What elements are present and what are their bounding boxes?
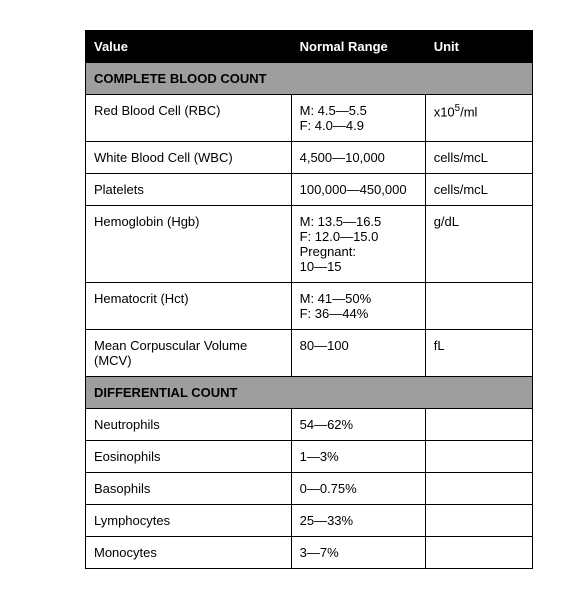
cell-range: 3—7%	[291, 537, 425, 569]
table-row: Neutrophils54—62%	[86, 409, 533, 441]
page: Value Normal Range Unit COMPLETE BLOOD C…	[0, 0, 585, 589]
blood-count-table: Value Normal Range Unit COMPLETE BLOOD C…	[85, 30, 533, 569]
cell-range: 4,500—10,000	[291, 142, 425, 174]
cell-unit	[425, 409, 532, 441]
cell-unit: cells/mcL	[425, 142, 532, 174]
cell-unit	[425, 283, 532, 330]
table-row: Hemoglobin (Hgb)M: 13.5—16.5F: 12.0—15.0…	[86, 206, 533, 283]
cell-unit	[425, 473, 532, 505]
cell-unit	[425, 505, 532, 537]
cell-range: 100,000—450,000	[291, 174, 425, 206]
cell-value: Eosinophils	[86, 441, 292, 473]
cell-value: White Blood Cell (WBC)	[86, 142, 292, 174]
cell-value: Lymphocytes	[86, 505, 292, 537]
cell-value: Mean Corpuscular Volume (MCV)	[86, 330, 292, 377]
table-row: Basophils0—0.75%	[86, 473, 533, 505]
cell-value: Hematocrit (Hct)	[86, 283, 292, 330]
cell-unit: x105/ml	[425, 95, 532, 142]
table-body: COMPLETE BLOOD COUNTRed Blood Cell (RBC)…	[86, 63, 533, 569]
cell-range: 80—100	[291, 330, 425, 377]
table-row: Monocytes3—7%	[86, 537, 533, 569]
cell-value: Basophils	[86, 473, 292, 505]
cell-unit	[425, 441, 532, 473]
table-row: Mean Corpuscular Volume (MCV)80—100fL	[86, 330, 533, 377]
cell-value: Red Blood Cell (RBC)	[86, 95, 292, 142]
table-row: Lymphocytes25—33%	[86, 505, 533, 537]
cell-range: 54—62%	[291, 409, 425, 441]
section-header: DIFFERENTIAL COUNT	[86, 377, 533, 409]
cell-range: M: 4.5—5.5F: 4.0—4.9	[291, 95, 425, 142]
cell-unit	[425, 537, 532, 569]
table-row: Red Blood Cell (RBC)M: 4.5—5.5F: 4.0—4.9…	[86, 95, 533, 142]
section-title: COMPLETE BLOOD COUNT	[86, 63, 533, 95]
table-row: Eosinophils1—3%	[86, 441, 533, 473]
cell-value: Neutrophils	[86, 409, 292, 441]
cell-range: M: 41—50%F: 36—44%	[291, 283, 425, 330]
table-row: Hematocrit (Hct)M: 41—50%F: 36—44%	[86, 283, 533, 330]
table-row: White Blood Cell (WBC)4,500—10,000cells/…	[86, 142, 533, 174]
cell-value: Monocytes	[86, 537, 292, 569]
col-header-range: Normal Range	[291, 31, 425, 63]
cell-range: 1—3%	[291, 441, 425, 473]
col-header-unit: Unit	[425, 31, 532, 63]
col-header-value: Value	[86, 31, 292, 63]
table-header: Value Normal Range Unit	[86, 31, 533, 63]
cell-range: 25—33%	[291, 505, 425, 537]
cell-range: M: 13.5—16.5F: 12.0—15.0Pregnant:10—15	[291, 206, 425, 283]
section-title: DIFFERENTIAL COUNT	[86, 377, 533, 409]
cell-unit: cells/mcL	[425, 174, 532, 206]
cell-range: 0—0.75%	[291, 473, 425, 505]
cell-unit: g/dL	[425, 206, 532, 283]
cell-value: Platelets	[86, 174, 292, 206]
cell-unit: fL	[425, 330, 532, 377]
section-header: COMPLETE BLOOD COUNT	[86, 63, 533, 95]
table-row: Platelets100,000—450,000cells/mcL	[86, 174, 533, 206]
cell-value: Hemoglobin (Hgb)	[86, 206, 292, 283]
